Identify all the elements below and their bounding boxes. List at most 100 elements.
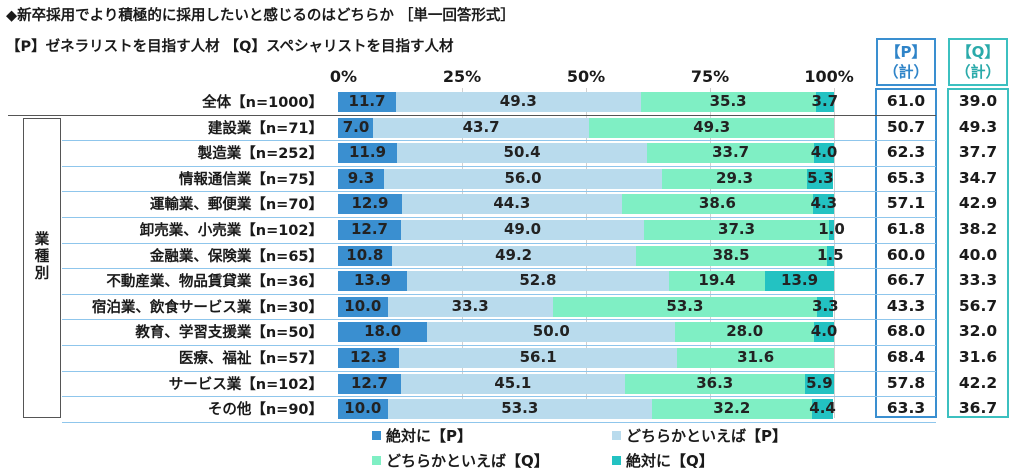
bar-value-label: 12.7: [350, 220, 388, 238]
legend-swatch: [612, 431, 621, 440]
legend-item: どちらかといえば【P】: [612, 425, 787, 446]
legend-label: どちらかといえば【Q】: [386, 452, 549, 470]
bar-segment-2: [400, 220, 645, 240]
q-total-value: 42.2: [958, 373, 998, 392]
legend-item: 絶対に【Q】: [612, 450, 714, 471]
bar-segment-3: [651, 399, 812, 420]
bar-segment-3: [640, 92, 816, 112]
bar-segment-2: [399, 348, 678, 368]
x-tick-label: 25%: [442, 67, 482, 86]
x-tick-label: 0%: [329, 67, 358, 86]
row-label: その他【n=90】: [207, 402, 323, 419]
bar-value-label: 5.9: [806, 373, 833, 392]
bar-value-label: 4.0: [810, 322, 838, 341]
row-label: 運輸業、郵便業【n=70】: [149, 197, 323, 214]
bar-value-label: 11.9: [348, 143, 387, 162]
p-header-line1: 【P】: [885, 43, 927, 61]
bar-segment-4: [815, 92, 834, 112]
row-separator: [62, 293, 936, 295]
chart-subtitle: 【P】ゼネラリストを目指す人材 【Q】スペシャリストを目指す人材: [6, 39, 454, 55]
row-separator: [62, 396, 936, 398]
bar-value-label: 29.3: [716, 168, 754, 187]
bar-value-label: 53.3: [666, 296, 704, 315]
legend-swatch: [612, 456, 621, 465]
p-total-value: 43.3: [886, 296, 926, 315]
bar-value-label: 11.7: [348, 92, 386, 110]
stacked-bar: [338, 92, 834, 112]
bar-value-label: 50.0: [532, 322, 570, 341]
industry-group-label: 業種別: [34, 232, 50, 282]
q-header-line1: 【Q】: [956, 43, 1000, 61]
bar-value-label: 12.7: [350, 373, 388, 392]
x-tick-label: 75%: [690, 67, 730, 86]
bar-value-label: 44.3: [493, 194, 531, 213]
bar-segment-2: [387, 399, 652, 420]
row-label: 製造業【n=252】: [197, 146, 323, 163]
bar-value-label: 18.0: [364, 322, 402, 341]
bar-segment-4: [826, 245, 834, 266]
gridline: [834, 88, 835, 418]
bar-segment-1: [338, 399, 388, 420]
p-total-header: 【P】 （計）: [876, 38, 936, 86]
bar-segment-3: [644, 220, 830, 240]
legend-swatch: [372, 431, 381, 440]
stacked-bar: [338, 373, 834, 394]
industry-group-bracket: [23, 118, 61, 418]
bar-value-label: 10.8: [346, 245, 384, 264]
p-total-value: 57.8: [886, 373, 926, 392]
bar-segment-3: [635, 245, 827, 266]
q-total-value: 56.7: [958, 296, 998, 315]
bar-segment-2: [397, 143, 647, 164]
bar-segment-2: [396, 92, 641, 112]
bar-segment-4: [804, 373, 834, 394]
bar-segment-2: [372, 117, 590, 138]
q-total-value: 42.9: [958, 194, 998, 213]
bar-value-label: 49.3: [499, 92, 537, 110]
bar-segment-2: [400, 373, 625, 394]
row-label: 情報通信業【n=75】: [178, 171, 323, 188]
bar-segment-1: [338, 220, 401, 240]
bar-value-label: 12.3: [349, 348, 388, 366]
stacked-bar: [338, 271, 834, 292]
row-separator: [62, 242, 936, 244]
row-label: 金融業、保険業【n=65】: [149, 248, 323, 265]
row-separator: [62, 217, 936, 218]
bar-value-label: 56.0: [504, 168, 542, 187]
bar-value-label: 38.5: [712, 245, 750, 264]
bar-segment-2: [384, 168, 662, 189]
bar-segment-2: [427, 322, 676, 343]
stacked-bar: [338, 220, 834, 240]
row-separator: [62, 140, 936, 142]
p-total-value: 57.1: [886, 194, 926, 213]
bar-segment-2: [401, 194, 622, 215]
row-label: 不動産業、物品賃貸業【n=36】: [106, 274, 323, 291]
p-total-value: 61.0: [886, 92, 926, 110]
legend-label: どちらかといえば【P】: [626, 427, 787, 445]
bar-value-label: 49.3: [693, 117, 731, 136]
stacked-bar: [338, 194, 835, 215]
bar-segment-1: [338, 296, 388, 317]
row-separator: [62, 345, 936, 346]
bar-value-label: 28.0: [726, 322, 764, 341]
bar-value-label: 32.2: [713, 399, 751, 418]
row-label: 宿泊業、飲食サービス業【n=30】: [91, 299, 323, 316]
p-total-value: 68.0: [886, 322, 926, 341]
bar-segment-3: [675, 322, 815, 343]
q-total-value: 39.0: [958, 92, 998, 110]
bar-value-label: 4.4: [809, 399, 836, 418]
bar-value-label: 4.0: [810, 143, 838, 162]
legend-item: 絶対に【P】: [372, 425, 472, 446]
p-total-value: 68.4: [886, 348, 926, 366]
bar-segment-1: [338, 271, 407, 292]
bar-segment-1: [338, 322, 428, 343]
row-label: 教育、学習支援業【n=50】: [135, 325, 323, 342]
bar-value-label: 13.9: [781, 271, 819, 290]
p-total-value: 61.8: [886, 220, 926, 238]
bar-segment-3: [624, 373, 805, 394]
bar-value-label: 49.0: [503, 220, 542, 238]
bar-value-label: 49.2: [495, 245, 533, 264]
p-header-line2: （計）: [883, 63, 929, 81]
bar-segment-3: [661, 168, 808, 189]
bar-segment-4: [814, 143, 834, 164]
row-separator: [62, 268, 936, 270]
